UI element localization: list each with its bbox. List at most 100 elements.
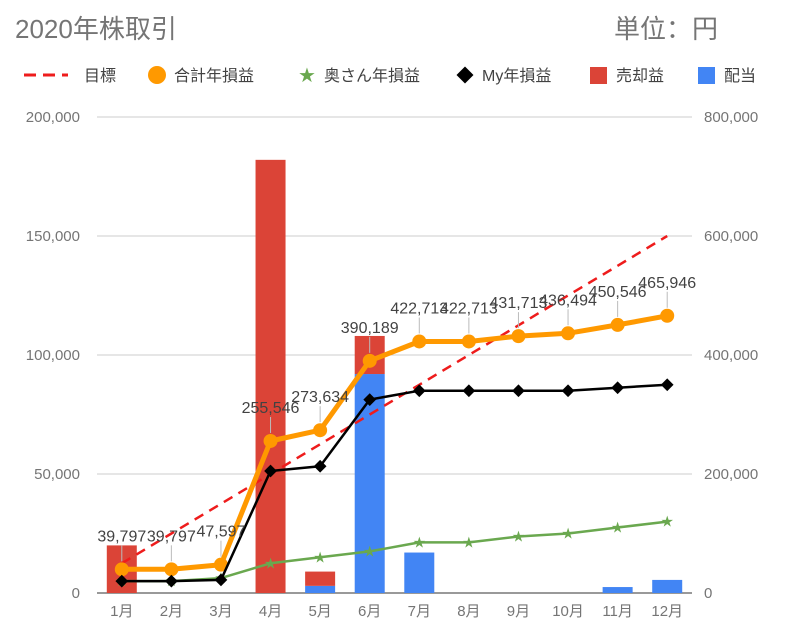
bar	[652, 579, 683, 593]
line-point	[461, 334, 476, 349]
data-label: 39,797	[97, 528, 146, 545]
line-point	[611, 381, 624, 395]
data-label: 47,597	[196, 524, 245, 541]
line-point	[462, 384, 476, 398]
legend-label: 配当	[724, 67, 756, 85]
line-point	[362, 353, 377, 368]
left-tick-label: 50,000	[34, 466, 80, 483]
data-label: 431,713	[490, 295, 548, 312]
data-label: 465,946	[638, 275, 696, 292]
legend-item: ★ 奥さん年損益	[298, 65, 420, 87]
data-label: 436,494	[539, 292, 597, 309]
x-tick-label: 5月	[308, 603, 331, 620]
legend-item: My年損益	[456, 66, 551, 85]
unit-label: 単位：円	[614, 14, 718, 44]
line-point	[512, 384, 525, 398]
legend-swatch	[148, 66, 166, 84]
line-point	[660, 378, 674, 392]
line-point	[263, 433, 278, 448]
x-tick-label: 8月	[457, 603, 480, 620]
left-tick-label: 200,000	[26, 109, 80, 126]
line-point: ★	[611, 520, 624, 537]
data-label: 450,546	[589, 284, 647, 301]
x-tick-label: 4月	[259, 603, 282, 620]
line-point	[363, 393, 377, 406]
bar	[305, 585, 336, 593]
x-tick-label: 10月	[552, 603, 584, 620]
line-point	[114, 562, 129, 577]
right-axis: 0 200,000 400,000 600,000 800,000	[704, 109, 758, 602]
data-label: 255,546	[242, 400, 300, 417]
line-series	[121, 383, 668, 583]
line-point	[164, 562, 179, 577]
x-tick-label: 7月	[408, 603, 431, 620]
x-tick-label: 2月	[160, 603, 183, 620]
right-tick-label: 400,000	[704, 347, 758, 364]
line-point	[610, 317, 625, 332]
line-series	[121, 234, 668, 565]
line-series	[121, 313, 668, 572]
data-label: 273,634	[291, 389, 349, 406]
bar	[354, 374, 385, 593]
right-tick-label: 600,000	[704, 228, 758, 245]
line-point	[561, 384, 575, 398]
right-tick-label: 200,000	[704, 466, 758, 483]
line-point	[412, 384, 426, 398]
line-point	[313, 423, 328, 438]
legend-label: 奥さん年損益	[324, 67, 420, 85]
legend-item: 目標	[24, 67, 116, 85]
x-tick-label: 9月	[507, 603, 530, 620]
bar	[602, 587, 633, 593]
line-point	[660, 308, 675, 323]
x-tick-label: 12月	[651, 603, 683, 620]
line-series	[121, 520, 668, 583]
x-tick-label: 6月	[358, 603, 381, 620]
right-tick-label: 800,000	[704, 109, 758, 126]
legend-swatch	[456, 66, 474, 84]
legend-swatch	[590, 67, 607, 84]
line-point: ★	[413, 534, 426, 551]
line-point	[313, 459, 327, 473]
line-point	[412, 334, 427, 349]
lines: ★★★★★★★★★★★★	[114, 234, 675, 590]
data-labels: 39,797 39,797 47,597255,546273,634390,1894…	[97, 275, 696, 562]
line-point	[213, 557, 228, 572]
legend-label: 売却益	[616, 67, 664, 85]
data-label: 422,713	[390, 300, 448, 317]
legend-label: 合計年損益	[174, 67, 254, 85]
line-point	[264, 464, 277, 478]
line-point: ★	[561, 526, 574, 543]
line-point	[561, 326, 576, 341]
legend-label: 目標	[84, 67, 116, 85]
x-tick-label: 11月	[602, 603, 633, 620]
x-tick-label: 3月	[209, 603, 232, 620]
line-point: ★	[363, 543, 376, 560]
legend: 目標 合計年損益 ★ 奥さん年損益 My年損益 売却益 配当	[24, 65, 756, 87]
gridlines	[97, 116, 692, 594]
bar	[305, 571, 336, 586]
left-tick-label: 100,000	[26, 347, 80, 364]
line-point	[511, 329, 526, 344]
legend-item: 配当	[698, 67, 756, 85]
x-axis: 1月 2月 3月 4月 5月 6月 7月 8月 9月 10月 11月 12月	[110, 603, 683, 620]
line-point: ★	[313, 549, 326, 566]
right-tick-label: 0	[704, 585, 712, 602]
line-point: ★	[462, 534, 475, 551]
left-tick-label: 150,000	[26, 228, 80, 245]
data-label: 422,713	[440, 300, 498, 317]
line-point: ★	[660, 514, 673, 531]
bar	[255, 159, 286, 593]
left-axis: 0 50,000 100,000 150,000 200,000	[26, 109, 80, 602]
data-label: 39,797	[147, 528, 196, 545]
legend-item: 売却益	[590, 67, 664, 85]
data-label: 390,189	[341, 320, 399, 337]
x-tick-label: 1月	[110, 603, 133, 620]
legend-swatch: ★	[298, 65, 316, 87]
legend-label: My年損益	[482, 67, 551, 85]
chart-title: 2020年株取引	[15, 14, 177, 44]
legend-item: 合計年損益	[148, 66, 254, 85]
legend-swatch	[698, 67, 715, 84]
line-point: ★	[264, 555, 277, 572]
line-point: ★	[512, 528, 525, 545]
